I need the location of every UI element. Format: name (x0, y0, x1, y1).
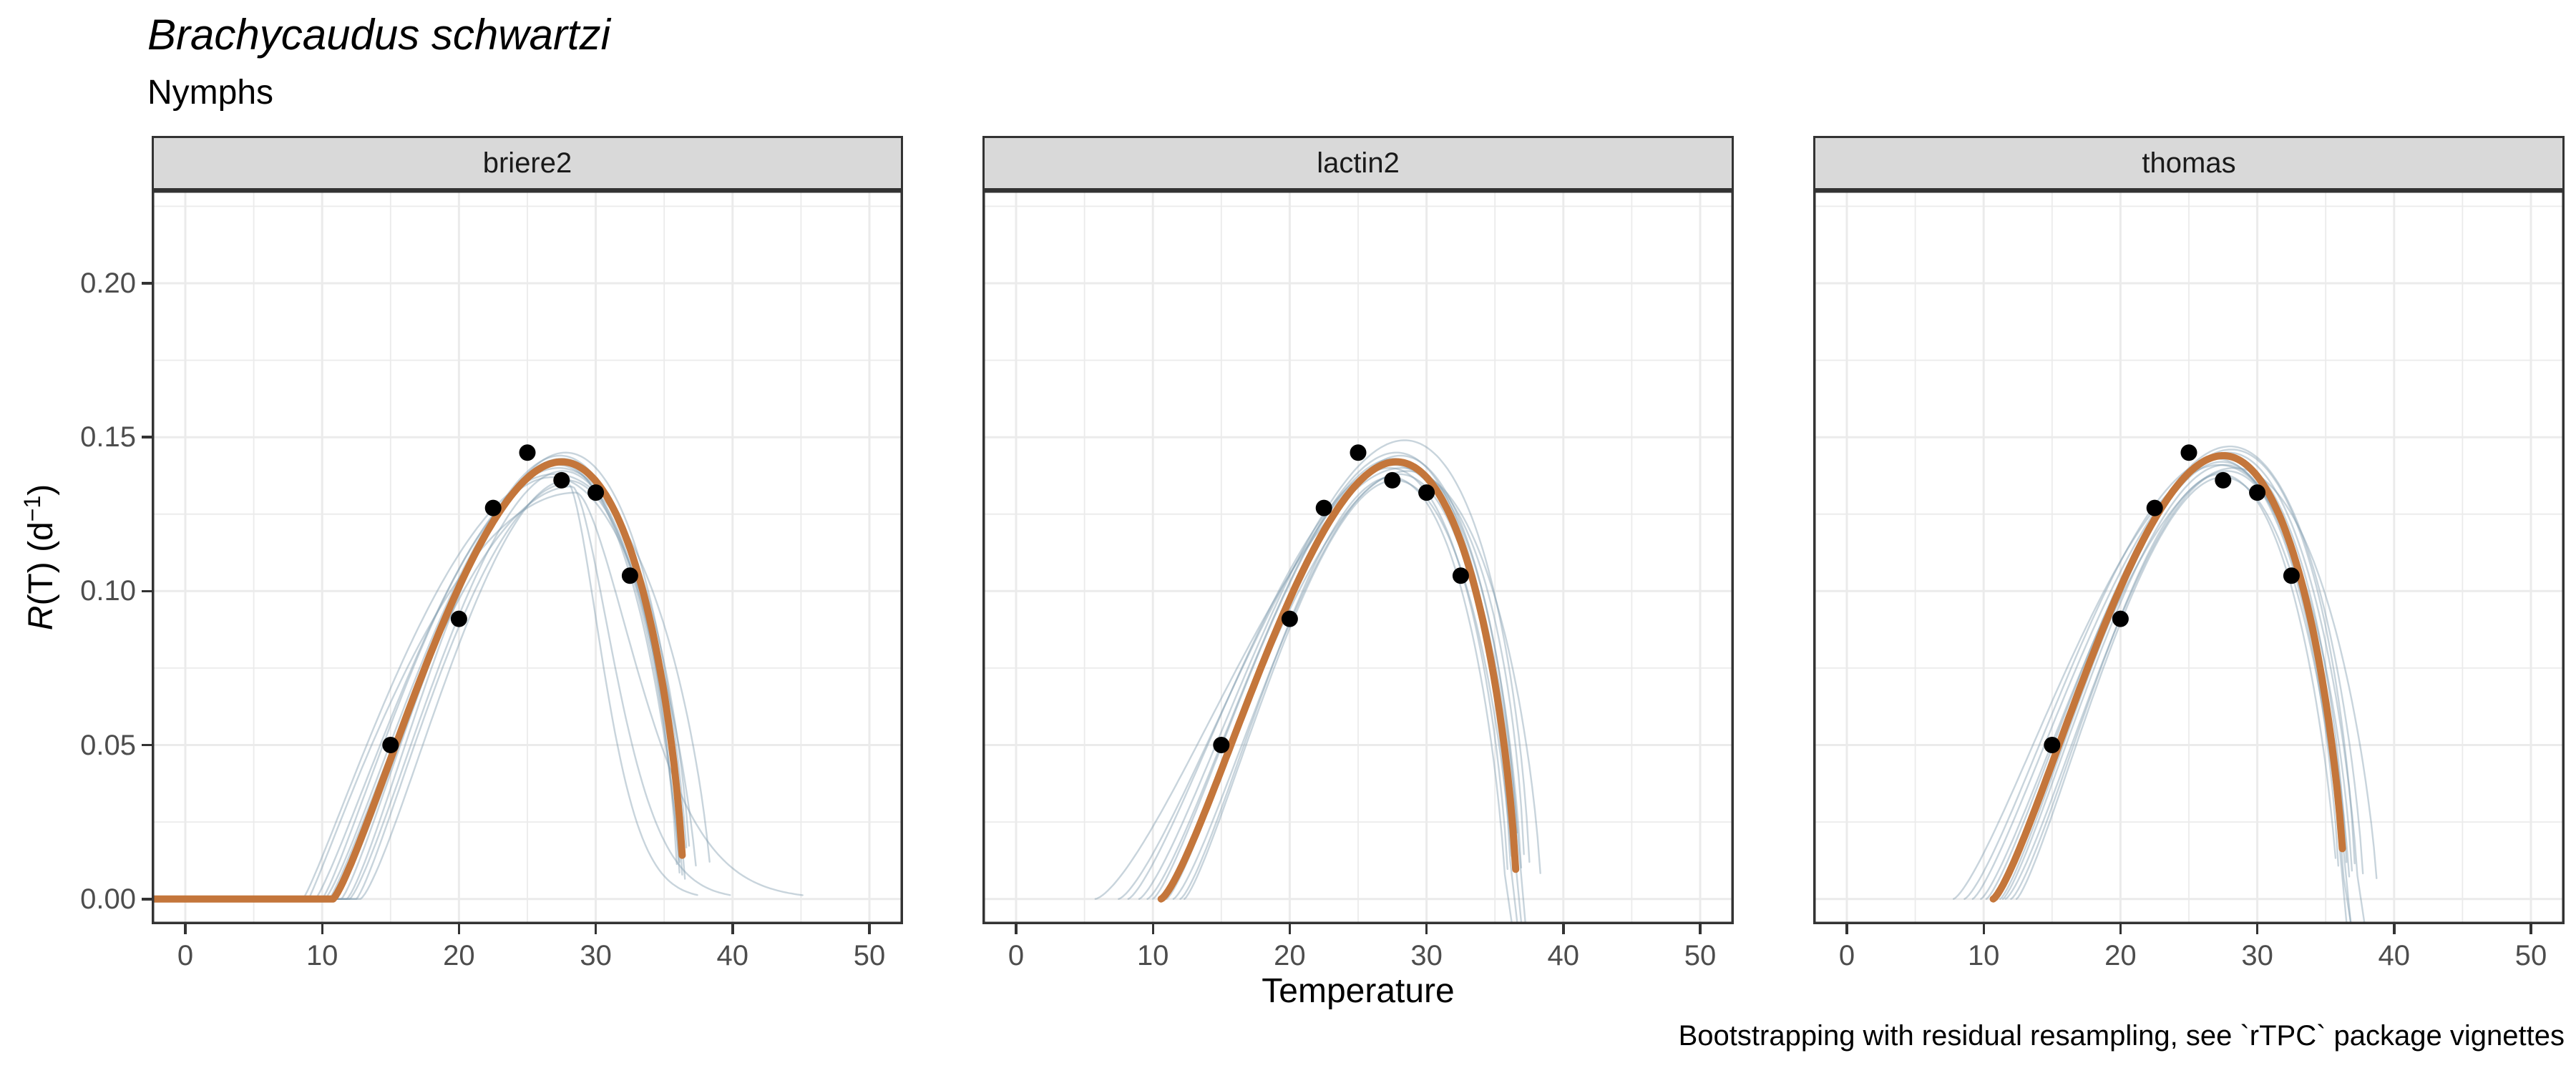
x-tick-label: 30 (580, 940, 612, 971)
panel-thomas (1813, 190, 2565, 924)
y-tick-label: 0.10 (80, 575, 136, 607)
x-tick-mark (1562, 924, 1565, 934)
panel-svg-briere2 (152, 190, 903, 924)
x-axis-title: Temperature (1262, 972, 1455, 1010)
x-tick-mark (1151, 924, 1154, 934)
x-tick-label: 0 (177, 940, 194, 971)
facet-strip-label: thomas (2142, 147, 2236, 179)
x-tick-mark (594, 924, 597, 934)
x-tick-mark (731, 924, 734, 934)
x-tick-label: 0 (1008, 940, 1025, 971)
y-tick-label: 0.00 (80, 883, 136, 915)
x-tick-mark (321, 924, 323, 934)
x-tick-mark (1982, 924, 1985, 934)
x-tick-label: 20 (2104, 940, 2137, 971)
figure-title: Brachycaudus schwartzi (147, 11, 610, 59)
x-tick-mark (1425, 924, 1428, 934)
facet-strip-label: lactin2 (1317, 147, 1400, 179)
x-tick-mark (1845, 924, 1848, 934)
facet-strip-lactin2: lactin2 (982, 136, 1734, 190)
y-tick-label: 0.15 (80, 421, 136, 454)
x-tick-label: 50 (2514, 940, 2547, 971)
x-tick-label: 40 (1547, 940, 1580, 971)
x-tick-label: 30 (1410, 940, 1443, 971)
y-axis-title-variable: R (22, 605, 60, 631)
y-tick-mark (142, 743, 152, 747)
y-axis-title: R(T) (d−1) (19, 484, 61, 630)
facet-strip-briere2: briere2 (152, 136, 903, 190)
x-tick-label: 20 (1274, 940, 1306, 971)
panel-svg-lactin2 (982, 190, 1734, 924)
x-tick-label: 50 (853, 940, 886, 971)
x-tick-mark (1699, 924, 1702, 934)
x-tick-label: 40 (716, 940, 749, 971)
facet-strip-thomas: thomas (1813, 136, 2565, 190)
x-tick-label: 40 (2378, 940, 2411, 971)
y-tick-mark (142, 898, 152, 901)
y-tick-mark (142, 282, 152, 285)
x-tick-mark (2529, 924, 2532, 934)
x-tick-mark (184, 924, 187, 934)
panel-lactin2 (982, 190, 1734, 924)
x-tick-label: 10 (306, 940, 338, 971)
y-axis-title-superscript: −1 (19, 495, 45, 522)
y-tick-mark (142, 436, 152, 438)
x-tick-label: 10 (1136, 940, 1169, 971)
x-tick-mark (2393, 924, 2396, 934)
x-tick-label: 20 (443, 940, 475, 971)
y-axis-title-close: ) (22, 484, 60, 496)
x-tick-label: 50 (1684, 940, 1717, 971)
x-tick-label: 0 (1838, 940, 1855, 971)
x-tick-label: 30 (2241, 940, 2273, 971)
figure-subtitle: Nymphs (147, 74, 274, 112)
x-tick-mark (1015, 924, 1018, 934)
x-tick-mark (868, 924, 871, 934)
figure-caption: Bootstrapping with residual resampling, … (1678, 1020, 2565, 1052)
panel-briere2 (152, 190, 903, 924)
y-tick-label: 0.05 (80, 729, 136, 761)
x-tick-mark (1288, 924, 1292, 934)
x-tick-mark (457, 924, 461, 934)
facet-strip-label: briere2 (482, 147, 572, 179)
y-tick-label: 0.20 (80, 268, 136, 299)
y-tick-mark (142, 589, 152, 593)
x-tick-mark (2255, 924, 2259, 934)
x-tick-mark (2119, 924, 2122, 934)
panel-svg-thomas (1813, 190, 2565, 924)
x-tick-label: 10 (1967, 940, 2000, 971)
